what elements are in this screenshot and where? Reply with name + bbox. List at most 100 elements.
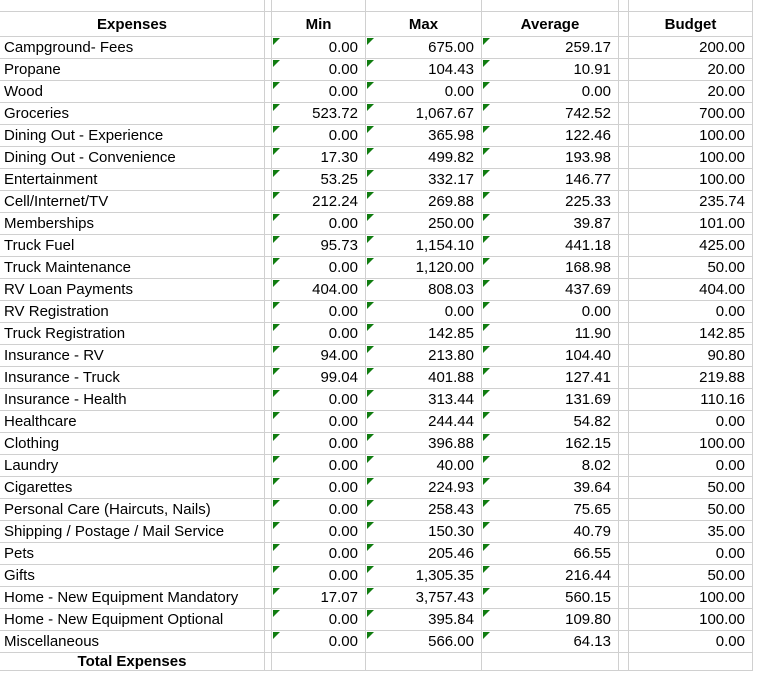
average-cell[interactable]: 54.82 (482, 411, 619, 432)
spacer-cell[interactable] (265, 81, 272, 102)
budget-cell[interactable]: 90.80 (629, 345, 753, 366)
max-cell[interactable]: 395.84 (366, 609, 482, 630)
max-cell[interactable]: 1,305.35 (366, 565, 482, 586)
spacer-cell[interactable] (619, 609, 629, 630)
average-cell[interactable]: 40.79 (482, 521, 619, 542)
expense-label-cell[interactable]: Groceries (0, 103, 265, 124)
min-cell[interactable]: 17.07 (272, 587, 366, 608)
budget-cell[interactable]: 100.00 (629, 125, 753, 146)
max-cell[interactable]: 150.30 (366, 521, 482, 542)
max-cell[interactable]: 3,757.43 (366, 587, 482, 608)
spacer-cell[interactable] (265, 147, 272, 168)
min-cell[interactable]: 0.00 (272, 59, 366, 80)
average-cell[interactable]: 437.69 (482, 279, 619, 300)
expense-label-cell[interactable]: Personal Care (Haircuts, Nails) (0, 499, 265, 520)
average-cell[interactable]: 10.91 (482, 59, 619, 80)
budget-cell[interactable]: 0.00 (629, 543, 753, 564)
expense-label-cell[interactable]: Truck Registration (0, 323, 265, 344)
average-cell[interactable]: 742.52 (482, 103, 619, 124)
spacer-cell[interactable] (265, 257, 272, 278)
cell[interactable] (366, 0, 482, 11)
spacer-cell[interactable] (265, 389, 272, 410)
total-min-cell[interactable] (272, 653, 366, 670)
max-cell[interactable]: 213.80 (366, 345, 482, 366)
cell[interactable] (265, 653, 272, 670)
average-cell[interactable]: 193.98 (482, 147, 619, 168)
max-cell[interactable]: 365.98 (366, 125, 482, 146)
average-cell[interactable]: 39.64 (482, 477, 619, 498)
expense-label-cell[interactable]: Insurance - RV (0, 345, 265, 366)
max-cell[interactable]: 1,120.00 (366, 257, 482, 278)
min-cell[interactable]: 0.00 (272, 125, 366, 146)
expense-label-cell[interactable]: Miscellaneous (0, 631, 265, 652)
spacer-cell[interactable] (265, 125, 272, 146)
expense-label-cell[interactable]: Gifts (0, 565, 265, 586)
spacer-cell[interactable] (619, 147, 629, 168)
budget-cell[interactable]: 219.88 (629, 367, 753, 388)
min-cell[interactable]: 0.00 (272, 257, 366, 278)
max-cell[interactable]: 269.88 (366, 191, 482, 212)
average-cell[interactable]: 146.77 (482, 169, 619, 190)
expense-label-cell[interactable]: Insurance - Health (0, 389, 265, 410)
spacer-cell[interactable] (619, 213, 629, 234)
budget-cell[interactable]: 235.74 (629, 191, 753, 212)
spacer-cell[interactable] (619, 279, 629, 300)
spacer-cell[interactable] (265, 37, 272, 58)
spacer-cell[interactable] (619, 433, 629, 454)
budget-cell[interactable]: 0.00 (629, 301, 753, 322)
max-cell[interactable]: 250.00 (366, 213, 482, 234)
cell[interactable] (0, 0, 265, 11)
min-cell[interactable]: 95.73 (272, 235, 366, 256)
spacer-cell[interactable] (619, 59, 629, 80)
min-cell[interactable]: 99.04 (272, 367, 366, 388)
spacer-cell[interactable] (619, 631, 629, 652)
expense-label-cell[interactable]: Dining Out - Convenience (0, 147, 265, 168)
spacer-cell[interactable] (265, 235, 272, 256)
budget-cell[interactable]: 100.00 (629, 169, 753, 190)
average-cell[interactable]: 127.41 (482, 367, 619, 388)
min-cell[interactable]: 0.00 (272, 455, 366, 476)
min-cell[interactable]: 0.00 (272, 521, 366, 542)
average-cell[interactable]: 75.65 (482, 499, 619, 520)
max-cell[interactable]: 224.93 (366, 477, 482, 498)
spacer-cell[interactable] (619, 257, 629, 278)
total-label-cell[interactable]: Total Expenses (0, 653, 265, 670)
average-cell[interactable]: 64.13 (482, 631, 619, 652)
total-budget-cell[interactable] (629, 653, 753, 670)
header-cell-average[interactable]: Average (482, 12, 619, 36)
budget-cell[interactable]: 700.00 (629, 103, 753, 124)
spacer-cell[interactable] (265, 433, 272, 454)
average-cell[interactable]: 168.98 (482, 257, 619, 278)
max-cell[interactable]: 313.44 (366, 389, 482, 410)
spacer-cell[interactable] (619, 235, 629, 256)
spacer-cell[interactable] (265, 345, 272, 366)
spacer-cell[interactable] (619, 301, 629, 322)
max-cell[interactable]: 104.43 (366, 59, 482, 80)
max-cell[interactable]: 332.17 (366, 169, 482, 190)
spacer-cell[interactable] (619, 103, 629, 124)
min-cell[interactable]: 0.00 (272, 37, 366, 58)
expense-label-cell[interactable]: Healthcare (0, 411, 265, 432)
min-cell[interactable]: 0.00 (272, 499, 366, 520)
total-average-cell[interactable] (482, 653, 619, 670)
average-cell[interactable]: 0.00 (482, 301, 619, 322)
spacer-cell[interactable] (265, 499, 272, 520)
header-spacer-cell[interactable] (265, 12, 272, 36)
budget-cell[interactable]: 50.00 (629, 257, 753, 278)
cell[interactable] (629, 0, 753, 11)
spacer-cell[interactable] (619, 477, 629, 498)
spacer-cell[interactable] (619, 389, 629, 410)
min-cell[interactable]: 0.00 (272, 477, 366, 498)
budget-cell[interactable]: 425.00 (629, 235, 753, 256)
spacer-cell[interactable] (265, 169, 272, 190)
min-cell[interactable]: 0.00 (272, 213, 366, 234)
average-cell[interactable]: 104.40 (482, 345, 619, 366)
max-cell[interactable]: 808.03 (366, 279, 482, 300)
max-cell[interactable]: 0.00 (366, 81, 482, 102)
spacer-cell[interactable] (619, 367, 629, 388)
spacer-cell[interactable] (265, 367, 272, 388)
cell[interactable] (482, 0, 619, 11)
budget-cell[interactable]: 404.00 (629, 279, 753, 300)
budget-cell[interactable]: 100.00 (629, 433, 753, 454)
budget-cell[interactable]: 200.00 (629, 37, 753, 58)
